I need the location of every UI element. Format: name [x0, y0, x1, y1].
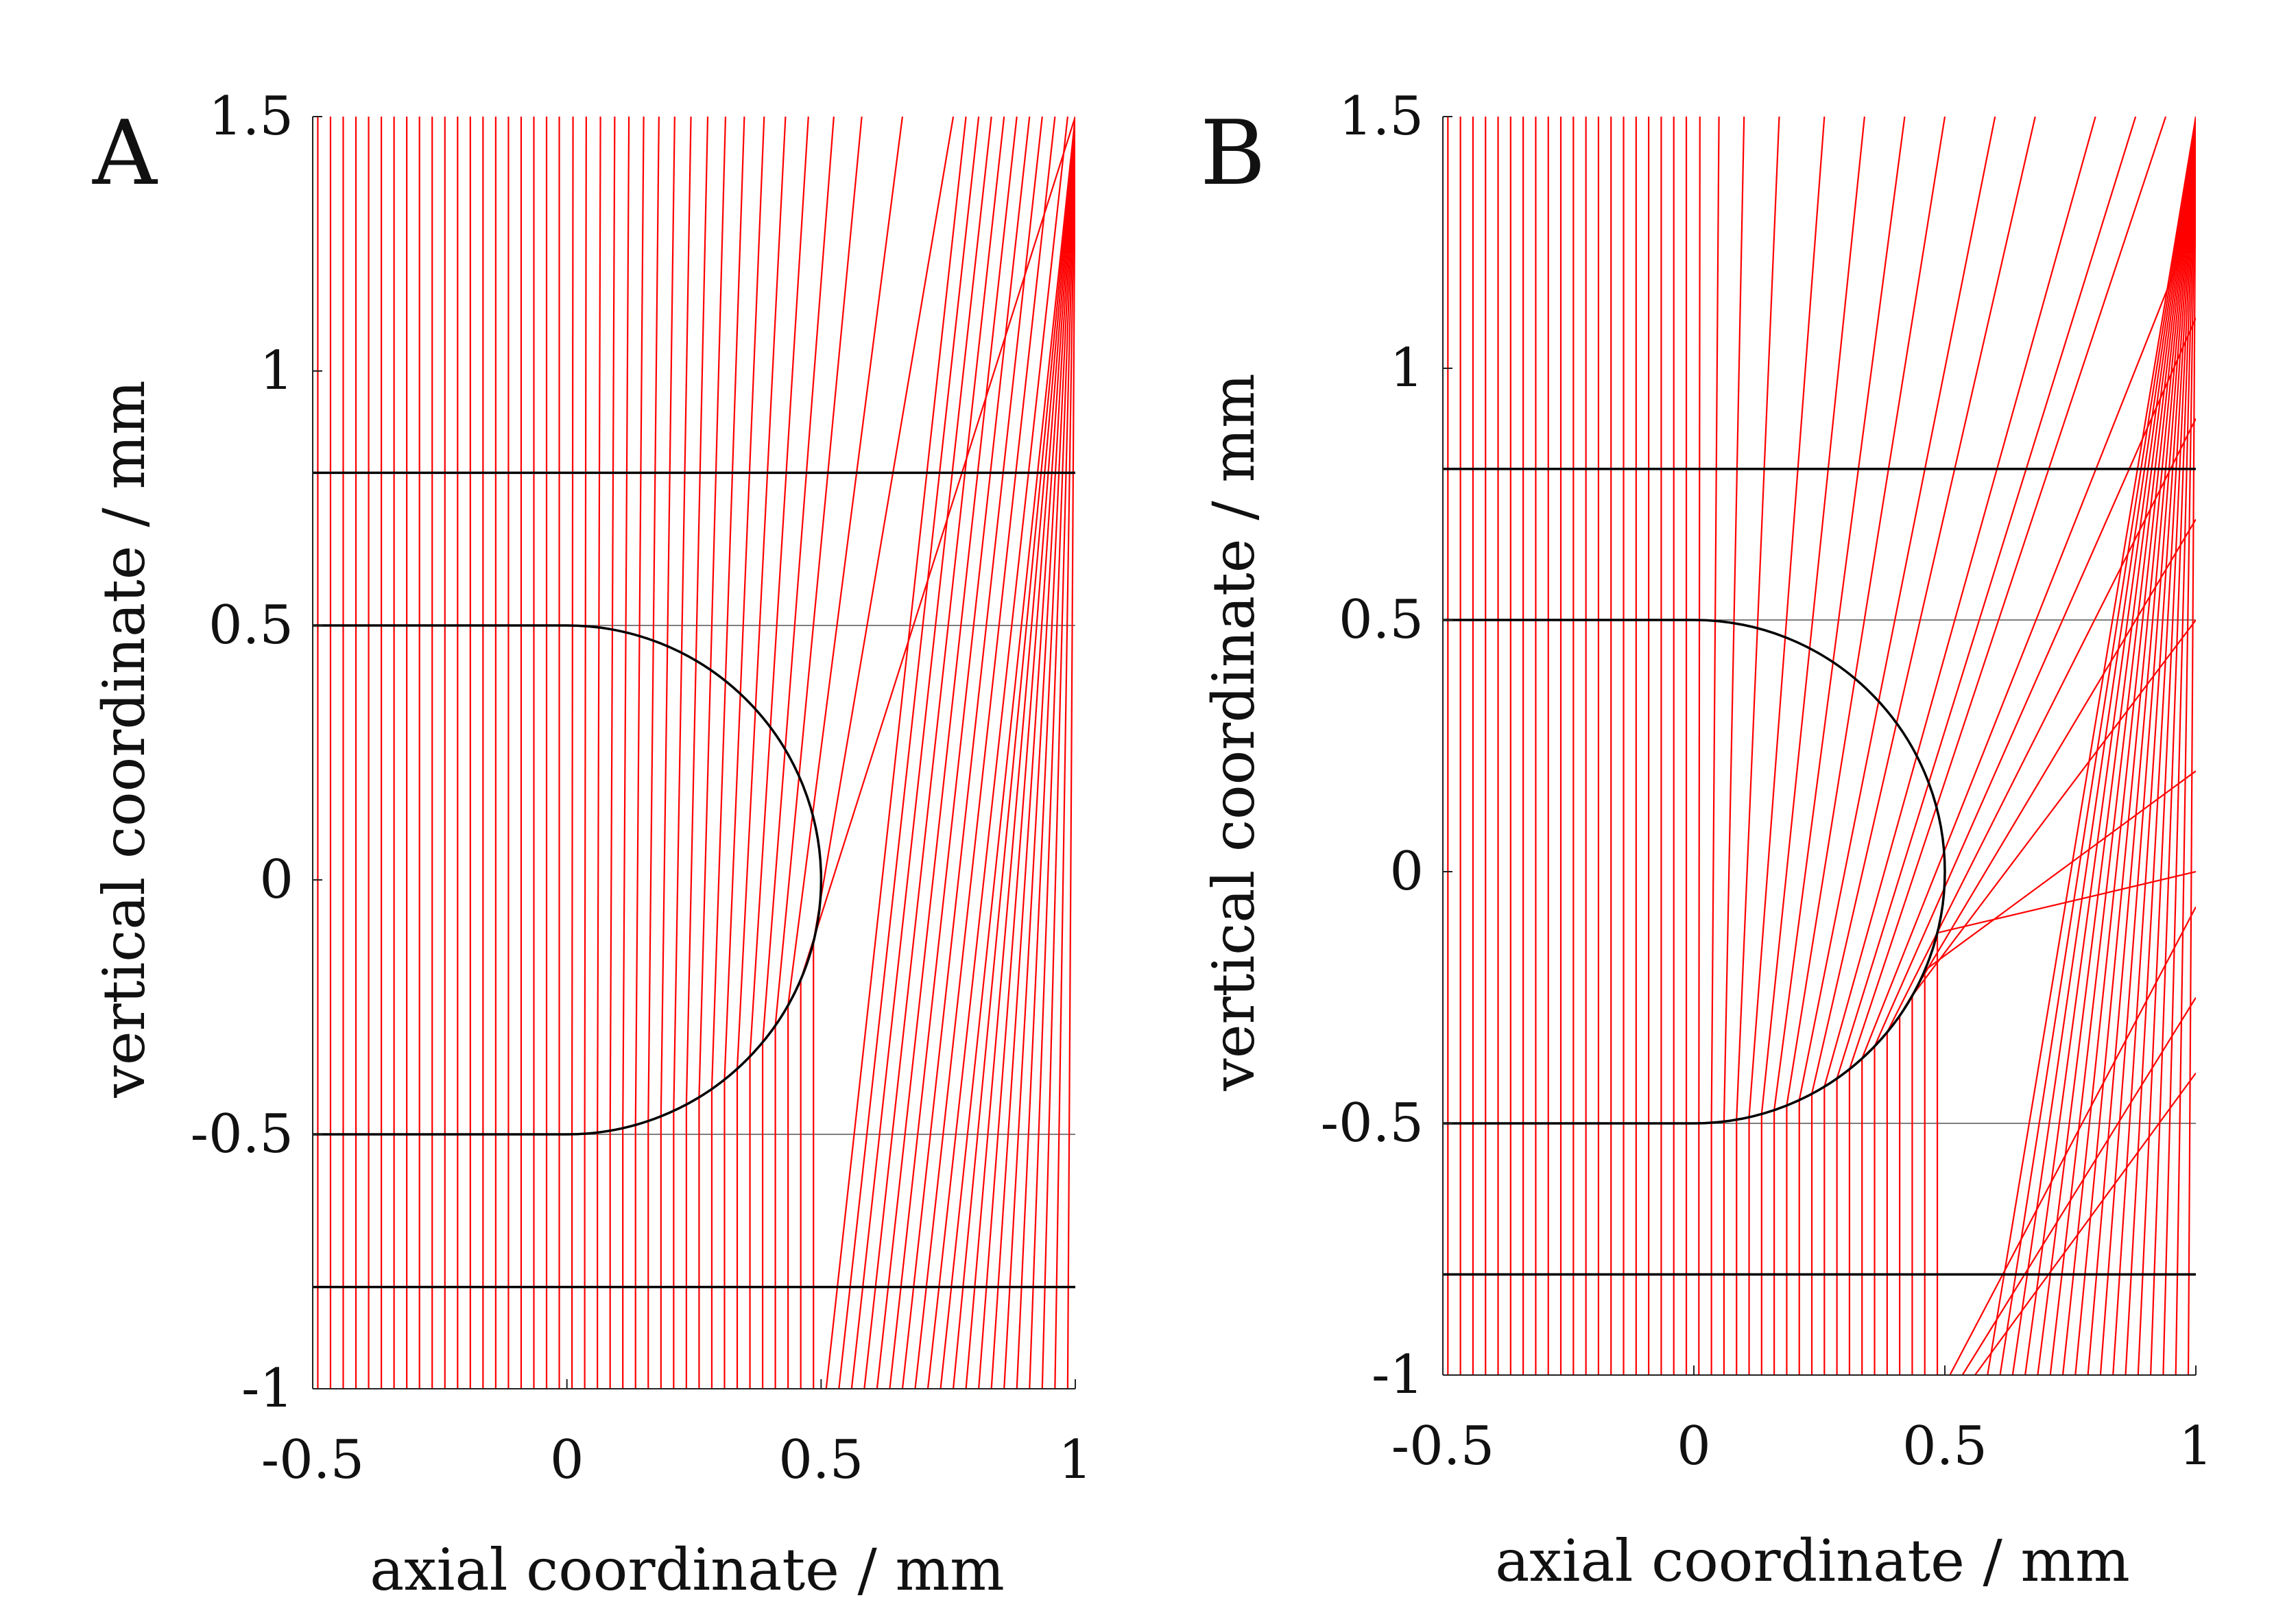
ray-42 [850, 117, 992, 1389]
ray-30 [1823, 117, 2096, 1375]
plot-area [313, 117, 1075, 1389]
y-tick-label: 1 [259, 340, 294, 402]
x-axis-label: axial coordinate / mm [370, 1536, 1005, 1603]
ray-21 [1710, 117, 1720, 1375]
ray-40 [825, 117, 967, 1389]
ray-23 [609, 117, 616, 1389]
x-tick-label: 0 [1677, 1416, 1711, 1477]
ray-49 [940, 117, 1075, 1389]
ray-46 [2024, 117, 2196, 1375]
ray-45 [889, 117, 1031, 1389]
y-tick-label: 1.5 [1339, 86, 1424, 147]
ray-26 [1773, 117, 1906, 1375]
x-tick-label: -0.5 [1391, 1416, 1494, 1477]
ray-41 [838, 117, 980, 1389]
ray-29 [685, 117, 709, 1389]
ray-28 [1798, 117, 1996, 1375]
ray-31 [710, 117, 745, 1389]
ray-53 [2112, 117, 2196, 1375]
ray-51 [2087, 117, 2196, 1375]
ray-36 [1899, 518, 2196, 1375]
plot-area [1443, 117, 2196, 1375]
y-tick-label: -0.5 [191, 1103, 294, 1165]
ray-20 [571, 117, 574, 1389]
ray-27 [660, 117, 675, 1389]
ray-44 [1999, 117, 2196, 1375]
ray-59 [2187, 117, 2196, 1375]
y-tick-label: 0.5 [1339, 589, 1424, 651]
ray-54 [2125, 117, 2196, 1375]
x-tick-label: 0.5 [778, 1429, 863, 1491]
ray-57 [2162, 117, 2196, 1375]
ray-58 [1054, 117, 1075, 1389]
ray-40 [1949, 906, 2196, 1375]
ray-41 [1961, 996, 2196, 1375]
lens-profile [313, 624, 822, 1136]
panel-label: A [92, 101, 158, 205]
x-tick-label: 1 [1058, 1429, 1092, 1491]
ray-32 [723, 117, 765, 1389]
ray-21 [584, 117, 587, 1389]
ray-47 [2037, 117, 2196, 1375]
x-tick-label: 0 [550, 1429, 584, 1491]
ray-37 [1911, 619, 2196, 1375]
ray-51 [965, 117, 1075, 1389]
ray-33 [736, 117, 787, 1389]
ray-24 [622, 117, 630, 1389]
x-tick-label: 0.5 [1902, 1416, 1987, 1477]
y-tick-label: 0 [259, 849, 294, 911]
ray-39 [813, 117, 955, 1389]
y-axis-label: vertical coordinate / mm [1200, 373, 1267, 1091]
ray-43 [1987, 117, 2196, 1375]
ray-58 [2175, 117, 2196, 1375]
y-tick-label: -1 [241, 1358, 294, 1420]
y-tick-label: 1.5 [208, 86, 294, 147]
ray-50 [952, 117, 1075, 1389]
ray-57 [1041, 117, 1075, 1389]
ray-22 [597, 117, 601, 1389]
ray-49 [2061, 117, 2196, 1375]
ray-56 [1029, 117, 1075, 1389]
y-tick-label: 1 [1389, 337, 1424, 399]
panel-label: B [1200, 101, 1266, 205]
ray-52 [978, 117, 1075, 1389]
ray-52 [2099, 117, 2196, 1375]
ray-25 [634, 117, 645, 1389]
ray-23 [1736, 117, 1780, 1375]
ray-45 [2011, 117, 2196, 1375]
panel-a-chart: -0.5 0 0.5 1 -1 -0.5 0 0.5 1 1.5 axial coordinate … [91, 86, 1092, 1603]
ray-26 [647, 117, 660, 1389]
ray-34 [749, 117, 809, 1389]
ray-44 [876, 117, 1018, 1389]
y-tick-label: 0.5 [208, 595, 294, 656]
ray-48 [2049, 117, 2196, 1375]
ray-56 [2150, 117, 2196, 1375]
ray-35 [761, 117, 835, 1389]
ray-46 [901, 117, 1043, 1389]
ray-53 [990, 117, 1075, 1389]
ray-43 [863, 117, 1005, 1389]
x-tick-label: -0.5 [261, 1429, 364, 1491]
ray-55 [1016, 117, 1075, 1389]
y-tick-label: -0.5 [1321, 1092, 1424, 1154]
y-axis-label: vertical coordinate / mm [91, 380, 158, 1098]
ray-55 [2137, 117, 2196, 1375]
lens-profile [1443, 619, 1946, 1125]
x-tick-label: 1 [2179, 1416, 2213, 1477]
ray-47 [914, 117, 1056, 1389]
ray-50 [2074, 117, 2196, 1375]
ray-22 [1723, 117, 1745, 1375]
y-tick-label: -1 [1372, 1344, 1424, 1406]
y-tick-label: 0 [1389, 841, 1424, 903]
ray-54 [1003, 117, 1075, 1389]
ray-59 [1066, 117, 1075, 1389]
panel-b-chart: -0.5 0 0.5 1 -1 -0.5 0 0.5 1 1.5 axial coordinate … [1200, 86, 2213, 1595]
ray-48 [926, 117, 1068, 1389]
x-axis-label: axial coordinate / mm [1495, 1527, 2130, 1595]
ray-28 [673, 117, 692, 1389]
